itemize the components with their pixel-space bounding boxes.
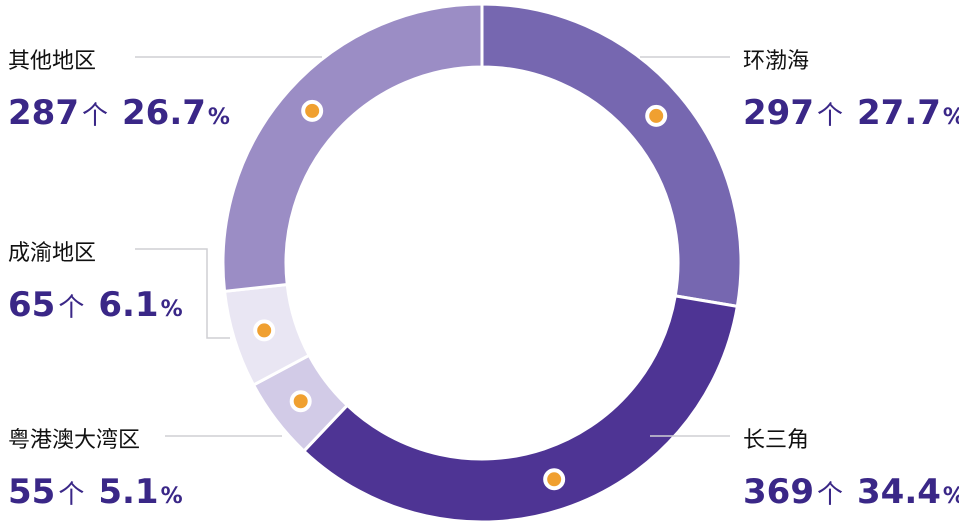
category-label-yangtze-delta: 长三角 bbox=[743, 428, 809, 453]
category-label-chengyu: 成渝地区 bbox=[8, 241, 96, 266]
donut-slices bbox=[221, 2, 743, 524]
percent-sign: % bbox=[161, 484, 183, 509]
percent-sign: % bbox=[943, 105, 959, 130]
count-unit: 个 bbox=[58, 480, 84, 510]
value-label-chengyu: 65 个 6.1% bbox=[8, 285, 183, 325]
slice-other-regions bbox=[221, 2, 484, 294]
marker-chengyu bbox=[253, 319, 276, 342]
count-value: 369 bbox=[743, 472, 814, 512]
marker-other-regions bbox=[301, 99, 324, 122]
count-unit: 个 bbox=[817, 480, 843, 510]
label-group-greater-bay-area: 粤港澳大湾区 55 个 5.1% bbox=[8, 428, 183, 512]
label-group-chengyu: 成渝地区 65 个 6.1% bbox=[8, 241, 183, 325]
count-value: 65 bbox=[8, 285, 55, 325]
count-unit: 个 bbox=[817, 101, 843, 131]
slice-yangtze-delta bbox=[301, 294, 740, 524]
category-label-greater-bay-area: 粤港澳大湾区 bbox=[8, 428, 140, 453]
percent-sign: % bbox=[943, 484, 959, 509]
count-value: 55 bbox=[8, 472, 55, 512]
count-unit: 个 bbox=[82, 101, 108, 131]
percent-value: 27.7 bbox=[857, 93, 941, 133]
percent-value: 6.1 bbox=[98, 285, 158, 325]
marker-yangtze-delta bbox=[543, 468, 566, 491]
percent-value: 5.1 bbox=[98, 472, 158, 512]
value-label-greater-bay-area: 55 个 5.1% bbox=[8, 472, 183, 512]
marker-bohai bbox=[645, 104, 668, 127]
marker-greater-bay-area bbox=[289, 390, 312, 413]
count-value: 287 bbox=[8, 93, 79, 133]
category-label-bohai: 环渤海 bbox=[743, 49, 809, 74]
slice-labels: 环渤海297个27.7%长三角369个34.4%粤港澳大湾区55个5.1%成渝地… bbox=[8, 49, 959, 512]
slice-bohai bbox=[480, 2, 743, 309]
count-value: 297 bbox=[743, 93, 814, 133]
label-group-other-regions: 其他地区 287 个 26.7% bbox=[8, 49, 230, 133]
value-label-other-regions: 287 个 26.7% bbox=[8, 93, 230, 133]
percent-value: 34.4 bbox=[857, 472, 941, 512]
category-label-other-regions: 其他地区 bbox=[8, 49, 96, 74]
count-unit: 个 bbox=[58, 293, 84, 323]
percent-sign: % bbox=[208, 105, 230, 130]
leader-lines bbox=[135, 56, 730, 437]
slice-markers bbox=[253, 99, 668, 491]
percent-value: 26.7 bbox=[122, 93, 206, 133]
percent-sign: % bbox=[161, 297, 183, 322]
leader-line-chengyu bbox=[135, 248, 230, 339]
